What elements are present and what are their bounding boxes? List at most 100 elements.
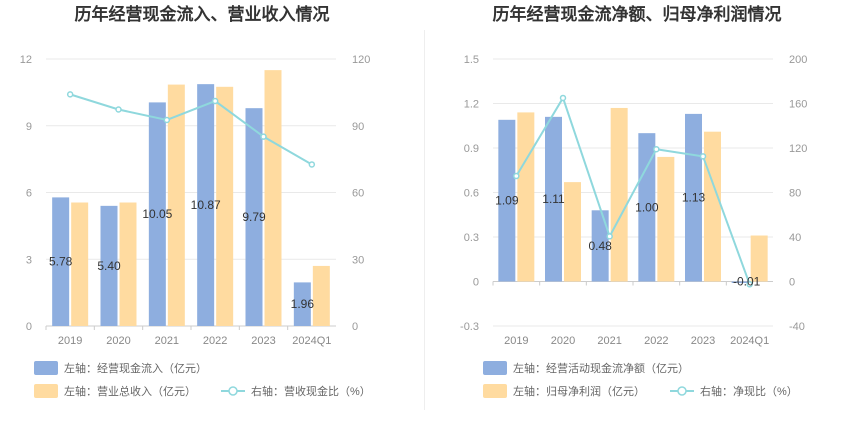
left-axis-tick: 0 (26, 321, 32, 333)
line-point (653, 145, 660, 153)
bar-data-label: 0.48 (588, 239, 612, 253)
bar-series2 (750, 235, 768, 282)
chart-right: 历年经营现金流净额、归母净利润情况 -0.3 -40 0 0 0.3 40 0.6 80 0.9 1… (460, 4, 807, 398)
right-axis-tick: 200 (789, 54, 807, 66)
line-point (513, 172, 520, 180)
legend-label: 右轴：净现比（%） (700, 384, 798, 398)
left-axis-tick: 1.2 (464, 99, 479, 111)
left-axis-tick: 0.3 (464, 232, 479, 244)
bar-series2 (610, 107, 628, 282)
x-axis-tick: 2020 (106, 335, 130, 347)
right-axis-tick: 120 (789, 143, 807, 155)
right-axis-tick: 30 (352, 254, 364, 266)
legend-label: 左轴：经营现金流入（亿元） (64, 361, 207, 375)
panel-divider (424, 30, 425, 410)
bar-data-label: 10.05 (142, 207, 172, 221)
bar-series2 (71, 202, 89, 326)
bar-series1 (591, 210, 609, 282)
x-axis-tick: 2022 (644, 335, 668, 347)
bar-series1 (52, 197, 70, 326)
bar-data-label: 9.79 (242, 210, 266, 224)
x-axis-tick: 2024Q1 (730, 335, 769, 347)
line-point (559, 94, 567, 102)
x-axis-tick: 2021 (597, 335, 621, 347)
line-point (699, 153, 707, 160)
bar-series1 (638, 133, 656, 282)
legend-swatch-marker (228, 386, 238, 396)
legend-swatch-marker (677, 386, 687, 396)
legend-swatch (483, 361, 507, 375)
chart-panel-left: 历年经营现金流入、营业收入情况 0 0 3 30 6 60 9 90 12 120 2019 2020 2… (20, 4, 371, 398)
line-point (746, 281, 753, 288)
bar-series2 (167, 84, 185, 327)
bar-data-label: 1.09 (495, 194, 519, 208)
bar-series2 (657, 156, 675, 282)
legend-swatch (483, 384, 507, 398)
x-axis-tick: 2019 (504, 335, 528, 347)
right-axis-tick: 0 (789, 277, 795, 289)
bar-series2 (517, 112, 535, 282)
bar-series1 (100, 205, 118, 326)
legend-label: 左轴：营业总收入（亿元） (64, 384, 196, 398)
legend-label: 左轴：归母净利润（亿元） (513, 384, 645, 398)
left-axis-tick: 9 (26, 121, 32, 133)
x-axis-tick: 2023 (251, 335, 275, 347)
left-axis-tick: 12 (20, 54, 32, 66)
right-axis-tick: 80 (789, 188, 801, 200)
bar-series2 (216, 86, 234, 326)
right-axis-tick: -40 (789, 321, 805, 333)
left-axis-tick: -0.3 (460, 321, 479, 333)
x-axis-tick: 2022 (203, 335, 227, 347)
right-axis-tick: 60 (352, 188, 364, 200)
bar-series2 (312, 265, 330, 326)
right-axis-tick: 0 (352, 321, 358, 333)
bar-series2 (264, 70, 282, 326)
left-axis-tick: 6 (26, 188, 32, 200)
bar-data-label: -0.01 (733, 275, 761, 289)
x-axis-tick: 2019 (58, 335, 82, 347)
x-axis-tick: 2024Q1 (292, 335, 331, 347)
bar-series1 (245, 108, 263, 326)
legend-swatch (34, 361, 58, 375)
chart-panel-right: 历年经营现金流净额、归母净利润情况 -0.3 -40 0 0 0.3 40 0.6 80 0.9 1… (425, 0, 850, 437)
line-point (115, 106, 122, 113)
left-axis-tick: 3 (26, 254, 32, 266)
legend-label: 右轴：营收现金比（%） (251, 384, 371, 398)
right-axis-tick: 40 (789, 232, 801, 244)
x-axis-tick: 2021 (155, 335, 179, 347)
bar-series1 (731, 281, 749, 283)
bar-data-label: 1.11 (542, 192, 565, 206)
left-axis-tick: 0.6 (464, 188, 479, 200)
right-axis-tick: 90 (352, 121, 364, 133)
line-point (163, 116, 171, 124)
line-series3 (515, 95, 751, 285)
line-series3 (69, 93, 313, 166)
bar-series2 (119, 202, 137, 326)
bar-series1 (197, 84, 215, 326)
right-axis-tick: 160 (789, 99, 807, 111)
bar-data-label: 1.96 (291, 297, 315, 311)
chart-title: 历年经营现金流净额、归母净利润情况 (493, 4, 782, 24)
legend-label: 左轴：经营活动现金流净额（亿元） (513, 361, 689, 375)
bar-data-label: 5.40 (97, 259, 121, 273)
line-point (260, 133, 267, 140)
bar-series2 (704, 131, 721, 282)
bar-series2 (564, 182, 581, 282)
line-point (308, 161, 316, 168)
line-point (606, 233, 613, 240)
bar-series1 (148, 102, 166, 326)
x-axis-tick: 2023 (691, 335, 715, 347)
bar-data-label: 1.00 (635, 200, 659, 214)
bar-data-label: 5.78 (49, 255, 73, 269)
chart-title: 历年经营现金流入、营业收入情况 (75, 4, 330, 24)
line-point (211, 97, 219, 105)
chart-left: 历年经营现金流入、营业收入情况 0 0 3 30 6 60 9 90 12 120 2019 2020 2… (20, 4, 371, 398)
legend-swatch (34, 384, 58, 398)
bar-data-label: 10.87 (191, 198, 221, 212)
bar-data-label: 1.13 (682, 191, 706, 205)
left-axis-tick: 0.9 (464, 143, 479, 155)
left-axis-tick: 1.5 (464, 54, 479, 66)
bar-series1 (498, 119, 516, 282)
bar-series1 (545, 116, 562, 282)
line-point (66, 91, 74, 98)
